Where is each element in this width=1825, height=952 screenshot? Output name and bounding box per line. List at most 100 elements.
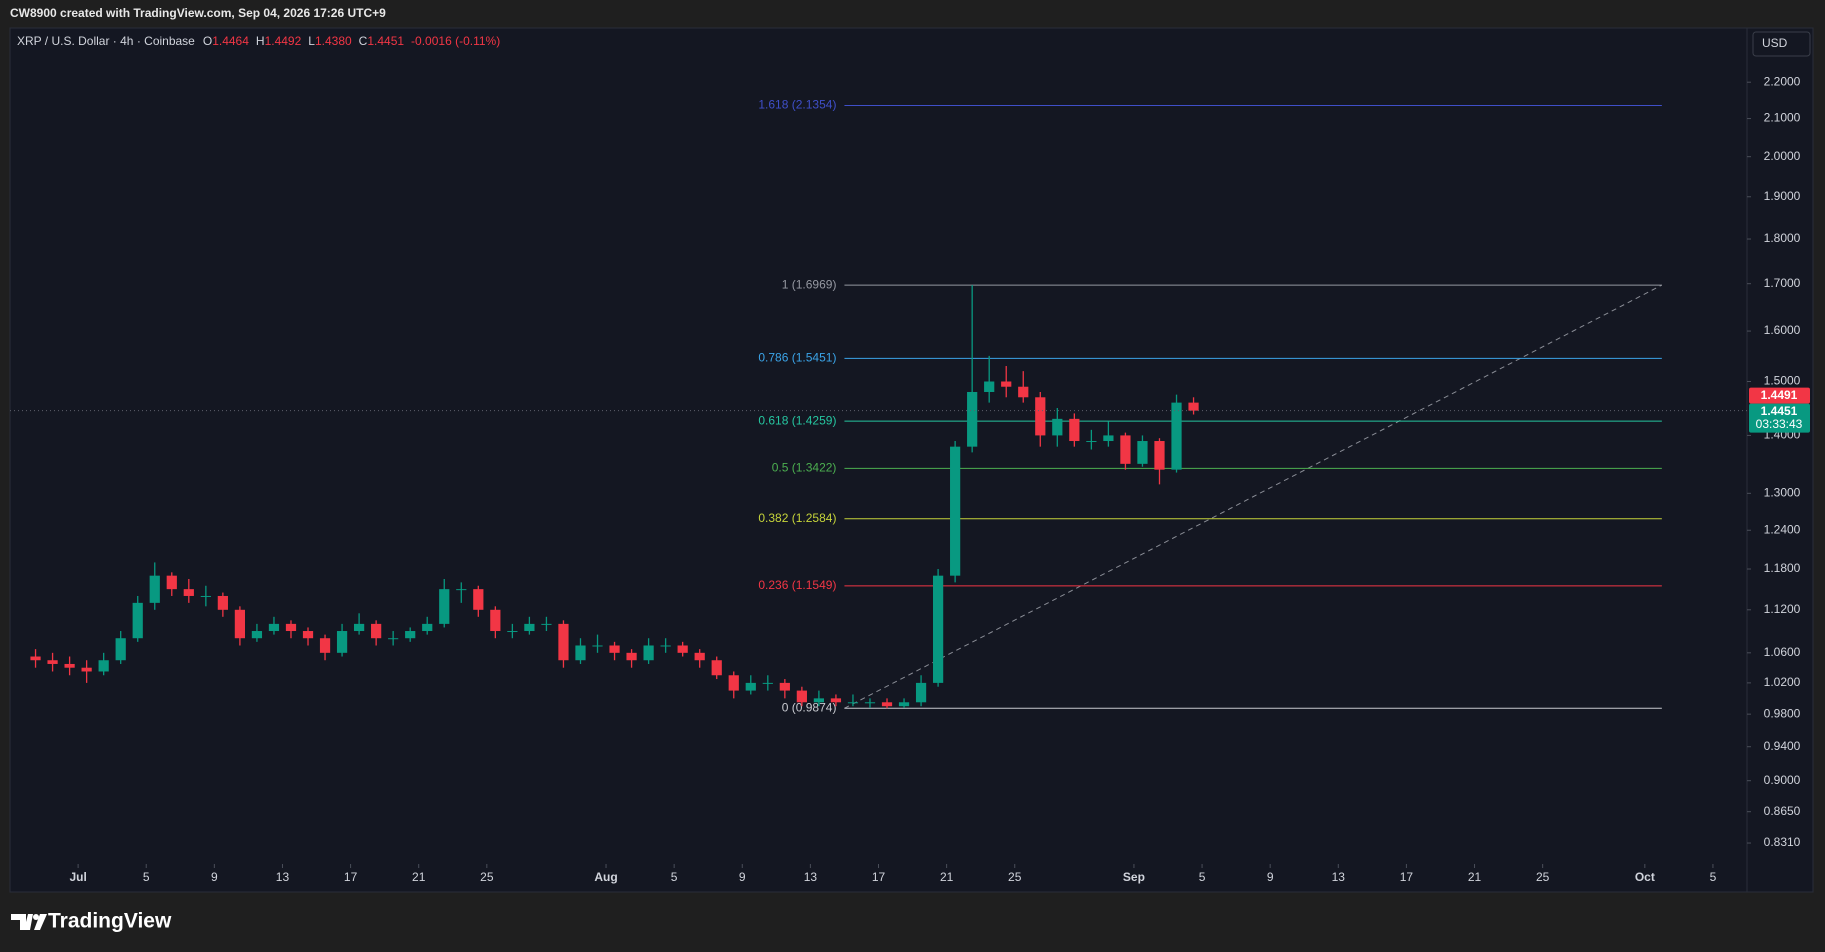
candle-body — [694, 652, 705, 661]
candle-body — [268, 623, 280, 632]
candle-body — [30, 656, 41, 661]
y-tick-label: 2.0000 — [1764, 149, 1801, 163]
y-tick-label: 1.1200 — [1764, 602, 1801, 616]
fib-label: 0.618 (1.4259) — [758, 413, 836, 427]
candle-body — [745, 682, 756, 691]
candle-body — [779, 682, 790, 691]
x-tick-label: 21 — [412, 870, 426, 884]
chart-panel — [9, 27, 1814, 893]
candle-body — [1103, 435, 1114, 442]
legend-value: 1.4492 — [265, 34, 302, 48]
header-text: CW8900 created with TradingView.com, Sep… — [10, 6, 386, 20]
y-tick-label: 1.2400 — [1764, 522, 1801, 536]
y-tick-label: 1.0600 — [1764, 645, 1801, 659]
candle-body — [1069, 418, 1080, 442]
y-tick-label: 0.9000 — [1764, 773, 1801, 787]
candle-body — [898, 702, 910, 707]
x-tick-label: 17 — [344, 870, 358, 884]
candle-body — [575, 645, 586, 661]
candle-body — [336, 631, 348, 653]
x-tick-label: 25 — [1536, 870, 1550, 884]
plot-area: 1.618 (2.1354) 1 (1.6969) 0.786 (1.5451) 0.… — [10, 98, 1747, 714]
candle-body — [541, 623, 552, 625]
fib-trend-line — [844, 284, 1663, 709]
price-label-box — [1749, 403, 1810, 433]
candle-body — [388, 638, 399, 640]
x-tick-label: 5 — [1199, 870, 1206, 884]
x-tick-label: 5 — [671, 870, 678, 884]
candle-body — [915, 682, 927, 703]
legend-key: C — [359, 34, 368, 48]
legend-key: H — [256, 34, 265, 48]
y-tick-label: 1.1800 — [1764, 561, 1801, 575]
x-tick-label: 9 — [1267, 870, 1274, 884]
y-tick-label: 1.9000 — [1764, 189, 1801, 203]
candle-body — [456, 589, 467, 591]
legend-key: O — [203, 34, 212, 48]
currency-button[interactable] — [1752, 31, 1811, 57]
candle-body — [847, 702, 859, 704]
candle-body — [371, 623, 382, 639]
fib-label: 0.5 (1.3422) — [772, 461, 837, 475]
candle-body — [796, 690, 807, 703]
x-tick-label: 13 — [804, 870, 818, 884]
candle-body — [864, 702, 876, 704]
x-tick-label: 9 — [211, 870, 218, 884]
x-tick-label: Aug — [594, 870, 617, 884]
candle-body — [47, 660, 58, 664]
candle-body — [353, 623, 365, 632]
price-label: 1.4451 — [1761, 404, 1798, 418]
candle-body — [1086, 441, 1097, 443]
candle-body — [643, 645, 654, 661]
candle-body — [405, 631, 416, 639]
candle-body — [762, 682, 773, 684]
logo-mark — [34, 914, 47, 930]
candle-body — [660, 645, 671, 647]
price-label-box — [1749, 387, 1810, 404]
logo-dot — [33, 914, 39, 920]
candle-body — [967, 391, 978, 447]
candle-body — [115, 638, 126, 661]
candle-body — [285, 623, 297, 632]
candle-body — [98, 660, 109, 672]
candle-body — [422, 623, 433, 632]
candle-body — [711, 660, 722, 676]
price-label: 1.4491 — [1761, 388, 1798, 402]
x-tick-label: 25 — [480, 870, 494, 884]
legend-value: 1.4464 — [212, 34, 249, 48]
x-tick-label: Oct — [1635, 870, 1655, 884]
legend-value: 1.4451 — [367, 34, 404, 48]
y-tick-label: 2.2000 — [1764, 74, 1801, 88]
candle-body — [609, 645, 620, 653]
footer-logo: TradingView — [11, 910, 172, 933]
candle-body — [473, 589, 484, 610]
x-tick-label: 5 — [1710, 870, 1717, 884]
candle-body — [1188, 402, 1199, 411]
candle-body — [1171, 402, 1182, 470]
candle-body — [1035, 397, 1046, 436]
candle-body — [251, 631, 263, 639]
candle-body — [881, 702, 893, 707]
candle-body — [183, 589, 194, 596]
candle-body — [728, 675, 739, 691]
y-tick-label: 1.7000 — [1764, 276, 1801, 290]
candle-body — [507, 631, 518, 633]
candle-body — [81, 667, 92, 672]
candle-body — [217, 595, 228, 610]
candle-body — [490, 609, 501, 632]
candle-body — [558, 623, 569, 661]
x-tick-label: 17 — [872, 870, 886, 884]
candle-body — [1137, 441, 1148, 464]
x-tick-label: Sep — [1123, 870, 1145, 884]
candle-body — [64, 663, 75, 668]
fib-label: 0.236 (1.1549) — [758, 578, 836, 592]
legend-value: 1.4380 — [315, 34, 352, 48]
candle-body — [524, 623, 535, 632]
currency-label: USD — [1762, 36, 1788, 50]
y-tick-label: 1.8000 — [1764, 231, 1801, 245]
legend-key: L — [308, 34, 315, 48]
candle-body — [677, 645, 688, 653]
y-tick-label: 0.8310 — [1764, 835, 1801, 849]
candle-body — [1052, 418, 1063, 436]
